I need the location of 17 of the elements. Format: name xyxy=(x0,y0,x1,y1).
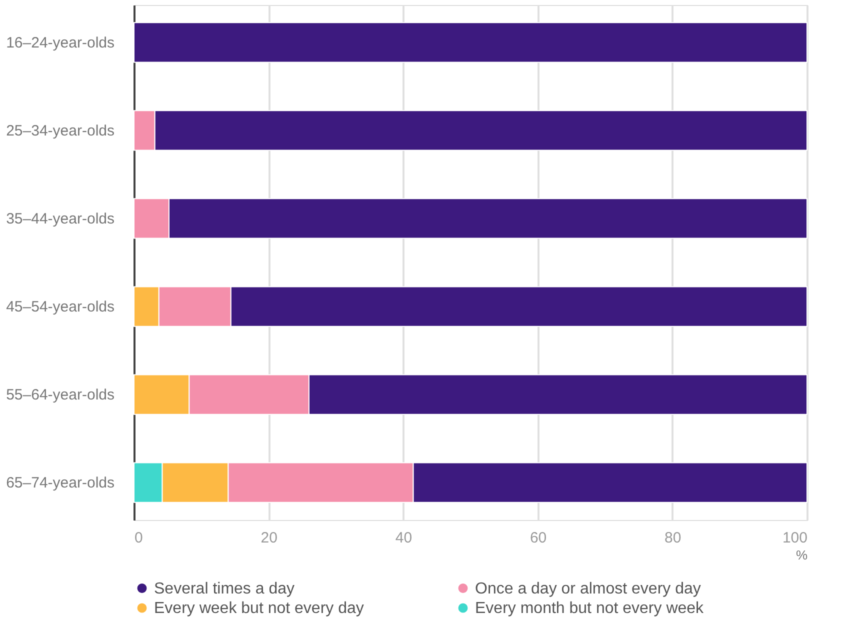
y-tick-label: 65–74-year-olds xyxy=(6,474,114,492)
x-tick-label: 40 xyxy=(395,530,412,546)
y-tick-label: 16–24-year-olds xyxy=(6,34,114,52)
legend-label: Every month but not every week xyxy=(475,600,705,617)
x-tick-label: 80 xyxy=(664,530,682,546)
x-tick-label: 100 xyxy=(782,530,808,546)
y-tick-label: 55–64-year-olds xyxy=(6,386,114,404)
x-tick-label: 20 xyxy=(260,530,278,546)
legend-label: Several times a day xyxy=(154,580,295,598)
x-axis-title: % xyxy=(796,548,808,562)
legend-label: Once a day or almost every day xyxy=(475,580,701,598)
x-tick-label: 60 xyxy=(530,530,547,546)
legend-label: Every week but not every day xyxy=(154,600,364,617)
x-tick-label: 0 xyxy=(134,530,143,546)
y-tick-label: 35–44-year-olds xyxy=(6,210,114,228)
y-tick-label: 25–34-year-olds xyxy=(6,122,114,140)
y-tick-label: 45–54-year-olds xyxy=(6,298,114,316)
